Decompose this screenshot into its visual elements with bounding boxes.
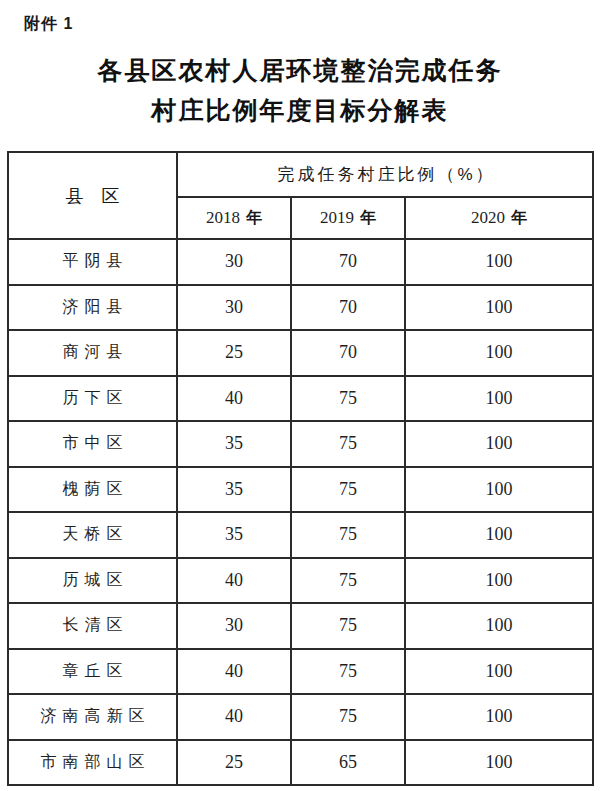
table-row: 历城区 40 75 100 bbox=[8, 558, 593, 604]
value-2019-cell: 75 bbox=[291, 649, 405, 695]
value-2019-cell: 75 bbox=[291, 421, 405, 467]
value-2018-cell: 40 bbox=[177, 649, 291, 695]
value-2018-cell: 35 bbox=[177, 512, 291, 558]
value-2019-cell: 70 bbox=[291, 330, 405, 376]
table-body: 平阴县 30 70 100 济阳县 30 70 100 商河县 25 70 10… bbox=[8, 239, 593, 785]
year-header-2018: 2018 年 bbox=[177, 197, 291, 239]
table-row: 济阳县 30 70 100 bbox=[8, 285, 593, 331]
value-2019-cell: 75 bbox=[291, 467, 405, 513]
table-row: 章丘区 40 75 100 bbox=[8, 649, 593, 695]
value-2020-cell: 100 bbox=[405, 512, 593, 558]
value-2020-cell: 100 bbox=[405, 740, 593, 786]
value-2018-cell: 30 bbox=[177, 285, 291, 331]
year-number: 2019 bbox=[320, 208, 354, 227]
value-2018-cell: 30 bbox=[177, 603, 291, 649]
value-2018-cell: 35 bbox=[177, 467, 291, 513]
table-header: 县 区 完成任务村庄比例（%） 2018 年 2019 年 2020 年 bbox=[8, 152, 593, 239]
value-2018-cell: 35 bbox=[177, 421, 291, 467]
value-2020-cell: 100 bbox=[405, 330, 593, 376]
value-2020-cell: 100 bbox=[405, 421, 593, 467]
value-2019-cell: 75 bbox=[291, 603, 405, 649]
county-name-cell: 长清区 bbox=[8, 603, 177, 649]
table-row: 市南部山区 25 65 100 bbox=[8, 740, 593, 786]
value-2019-cell: 75 bbox=[291, 694, 405, 740]
value-2020-cell: 100 bbox=[405, 603, 593, 649]
group-header-row: 县 区 完成任务村庄比例（%） bbox=[8, 152, 593, 197]
county-name-cell: 商河县 bbox=[8, 330, 177, 376]
county-name-cell: 天桥区 bbox=[8, 512, 177, 558]
value-2018-cell: 40 bbox=[177, 376, 291, 422]
year-number: 2020 bbox=[471, 208, 505, 227]
table-row: 济南高新区 40 75 100 bbox=[8, 694, 593, 740]
value-2018-cell: 25 bbox=[177, 740, 291, 786]
county-name-cell: 历下区 bbox=[8, 376, 177, 422]
year-suffix: 年 bbox=[511, 209, 527, 226]
year-suffix: 年 bbox=[360, 209, 376, 226]
value-2018-cell: 30 bbox=[177, 239, 291, 285]
year-header-2020: 2020 年 bbox=[405, 197, 593, 239]
year-suffix: 年 bbox=[246, 209, 262, 226]
value-2019-cell: 75 bbox=[291, 558, 405, 604]
value-2020-cell: 100 bbox=[405, 694, 593, 740]
document-page: 附件 1 各县区农村人居环境整治完成任务 村庄比例年度目标分解表 县 区 完成任… bbox=[0, 0, 600, 791]
county-name-cell: 市南部山区 bbox=[8, 740, 177, 786]
value-2018-cell: 25 bbox=[177, 330, 291, 376]
county-column-header: 县 区 bbox=[8, 152, 177, 239]
document-title-line-2: 村庄比例年度目标分解表 bbox=[0, 91, 600, 131]
county-name-cell: 平阴县 bbox=[8, 239, 177, 285]
county-name-cell: 章丘区 bbox=[8, 649, 177, 695]
attachment-label: 附件 1 bbox=[24, 14, 600, 35]
table-row: 历下区 40 75 100 bbox=[8, 376, 593, 422]
county-name-cell: 历城区 bbox=[8, 558, 177, 604]
value-2020-cell: 100 bbox=[405, 558, 593, 604]
value-2020-cell: 100 bbox=[405, 376, 593, 422]
county-name-cell: 济阳县 bbox=[8, 285, 177, 331]
year-header-2019: 2019 年 bbox=[291, 197, 405, 239]
value-2018-cell: 40 bbox=[177, 558, 291, 604]
county-name-cell: 济南高新区 bbox=[8, 694, 177, 740]
value-2019-cell: 70 bbox=[291, 285, 405, 331]
table-row: 天桥区 35 75 100 bbox=[8, 512, 593, 558]
value-2020-cell: 100 bbox=[405, 239, 593, 285]
table-row: 市中区 35 75 100 bbox=[8, 421, 593, 467]
value-2019-cell: 75 bbox=[291, 512, 405, 558]
value-2018-cell: 40 bbox=[177, 694, 291, 740]
value-2020-cell: 100 bbox=[405, 467, 593, 513]
table-row: 平阴县 30 70 100 bbox=[8, 239, 593, 285]
value-2019-cell: 75 bbox=[291, 376, 405, 422]
goal-table: 县 区 完成任务村庄比例（%） 2018 年 2019 年 2020 年 平阴县 30… bbox=[7, 151, 594, 786]
value-2020-cell: 100 bbox=[405, 285, 593, 331]
document-title-line-1: 各县区农村人居环境整治完成任务 bbox=[0, 51, 600, 91]
document-title: 各县区农村人居环境整治完成任务 村庄比例年度目标分解表 bbox=[0, 51, 600, 131]
table-row: 长清区 30 75 100 bbox=[8, 603, 593, 649]
county-name-cell: 槐荫区 bbox=[8, 467, 177, 513]
value-2019-cell: 70 bbox=[291, 239, 405, 285]
year-number: 2018 bbox=[206, 208, 240, 227]
table-row: 槐荫区 35 75 100 bbox=[8, 467, 593, 513]
table-row: 商河县 25 70 100 bbox=[8, 330, 593, 376]
value-2019-cell: 65 bbox=[291, 740, 405, 786]
completion-ratio-group-header: 完成任务村庄比例（%） bbox=[177, 152, 593, 197]
county-name-cell: 市中区 bbox=[8, 421, 177, 467]
value-2020-cell: 100 bbox=[405, 649, 593, 695]
